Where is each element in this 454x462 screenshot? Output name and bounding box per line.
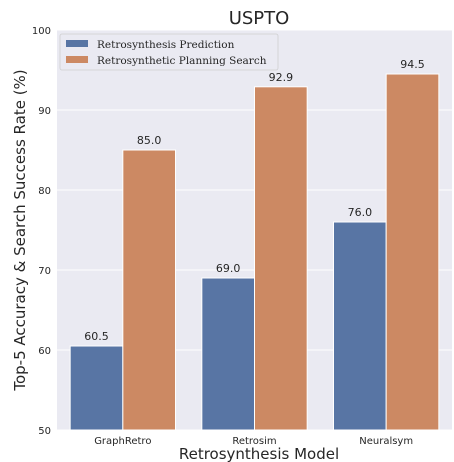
data-label-retrosynthesis-prediction-neuralsym: 76.0 — [348, 206, 373, 219]
x-tick-label-retrosim: Retrosim — [232, 436, 276, 447]
y-tick-label: 60 — [38, 346, 51, 357]
bar-retrosynthetic-planning-search-graphretro — [122, 149, 177, 431]
y-tick-label: 50 — [38, 426, 51, 437]
bar-retrosynthesis-prediction-neuralsym — [333, 221, 387, 431]
bars — [69, 73, 440, 431]
legend-box — [59, 33, 279, 71]
y-tick-label: 80 — [38, 186, 51, 197]
x-tick-labels: GraphRetro Retrosim Neuralsym — [94, 436, 413, 447]
x-tick-label-neuralsym: Neuralsym — [359, 436, 413, 447]
data-label-retrosynthesis-prediction-graphretro: 60.5 — [84, 330, 109, 343]
x-tick-label-graphretro: GraphRetro — [94, 436, 151, 447]
bar-retrosynthesis-prediction-retrosim — [201, 277, 255, 431]
bar-retrosynthetic-planning-search-retrosim — [254, 86, 308, 431]
data-label-retrosynthetic-planning-search-graphretro: 85.0 — [137, 134, 162, 147]
data-labels: 60.5 85.0 69.0 92.9 76.0 94.5 — [84, 58, 425, 343]
legend-label-retrosynthetic-planning-search: Retrosynthetic Planning Search — [97, 55, 267, 67]
data-label-retrosynthetic-planning-search-retrosim: 92.9 — [269, 71, 294, 84]
data-label-retrosynthetic-planning-search-neuralsym: 94.5 — [400, 58, 425, 71]
x-axis-label: Retrosynthesis Model — [179, 445, 339, 462]
y-tick-label: 90 — [38, 106, 51, 117]
bar-retrosynthetic-planning-search-neuralsym — [385, 73, 440, 431]
chart-title: USPTO — [229, 8, 290, 29]
data-label-retrosynthesis-prediction-retrosim: 69.0 — [216, 262, 241, 275]
legend-swatch-retrosynthetic-planning-search — [66, 56, 88, 63]
legend: Retrosynthesis Prediction Retrosynthetic… — [59, 33, 279, 71]
bar-retrosynthesis-prediction-graphretro — [69, 345, 124, 431]
legend-label-retrosynthesis-prediction: Retrosynthesis Prediction — [97, 39, 235, 51]
y-tick-label: 70 — [38, 266, 51, 277]
y-axis-label: Top-5 Accuracy & Search Success Rate (%) — [11, 69, 29, 391]
y-tick-labels: 50 60 70 80 90 100 — [32, 26, 51, 437]
y-tick-label: 100 — [32, 26, 51, 37]
legend-swatch-retrosynthesis-prediction — [66, 40, 88, 47]
